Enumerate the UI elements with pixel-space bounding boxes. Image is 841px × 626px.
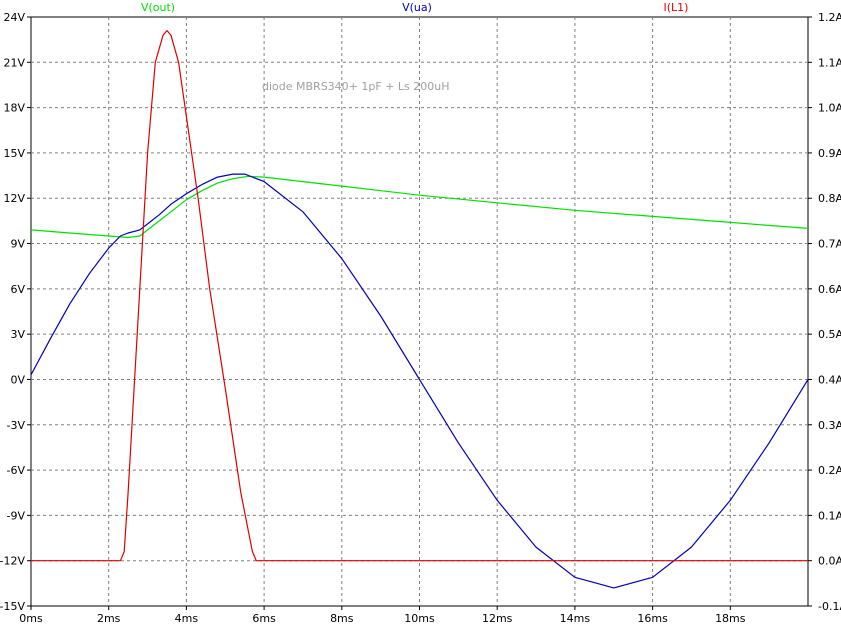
y-left-tick-label: -15V: [0, 600, 25, 613]
y-left-tick-label: 3V: [10, 328, 25, 341]
x-tick-label: 4ms: [175, 612, 199, 625]
legend: V(out) V(ua) I(L1): [141, 1, 689, 14]
x-tick-label: 18ms: [715, 612, 746, 625]
y-right-tick-label: 1.0A: [818, 102, 841, 115]
y-right-tick-label: 0.2A: [818, 464, 841, 477]
y-right-tick-label: 0.5A: [818, 328, 841, 341]
series-line-v-out: [30, 175, 809, 239]
y-left-tick-label: 15V: [3, 147, 25, 160]
y-right-tick-label: 0.6A: [818, 283, 841, 296]
y-left-tick-label: -9V: [7, 509, 26, 522]
series-layer: [30, 30, 809, 589]
y-right-tick-label: 0.3A: [818, 419, 841, 432]
y-right-tick-label: 0.7A: [818, 238, 841, 251]
series-line-i-l1: [31, 30, 808, 562]
legend-entry: I(L1): [664, 1, 689, 14]
y-left-tick-label: 0V: [10, 373, 25, 386]
x-tick-label: 0ms: [19, 612, 43, 625]
x-tick-label: 8ms: [330, 612, 354, 625]
y-right-tick-label: 0.4A: [818, 373, 841, 386]
y-left-tick-label: 24V: [3, 11, 25, 24]
y-left-tick-label: -6V: [7, 464, 26, 477]
x-tick-label: 16ms: [637, 612, 668, 625]
y-left-tick-label: 6V: [10, 283, 25, 296]
y-right-tick-label: 0.0A: [818, 555, 841, 568]
y-left-tick-label: 21V: [3, 56, 25, 69]
y-left-tick-label: -3V: [7, 419, 26, 432]
y-left-tick-label: 18V: [3, 102, 25, 115]
y-right-tick-label: -0.1A: [818, 600, 841, 613]
tick-layer: 0ms 2ms 4ms 6ms 8ms 10ms 12ms 14ms 16ms 18ms -15V -…: [0, 11, 841, 625]
y-right-tick-label: 0.9A: [818, 147, 841, 160]
x-tick-label: 12ms: [482, 612, 513, 625]
y-right-tick-label: 1.1A: [818, 56, 841, 69]
x-tick-label: 14ms: [560, 612, 591, 625]
legend-entry: V(ua): [402, 1, 432, 14]
y-left-tick-label: 12V: [3, 192, 25, 205]
plot-annotation: diode MBRS340+ 1pF + Ls 200uH: [262, 80, 450, 93]
y-right-tick-label: 0.1A: [818, 509, 841, 522]
x-tick-label: 10ms: [404, 612, 435, 625]
legend-entry: V(out): [141, 1, 175, 14]
y-left-tick-label: -12V: [0, 555, 25, 568]
y-right-tick-label: 0.8A: [818, 192, 841, 205]
series-line-v-ua: [30, 173, 809, 589]
x-tick-label: 6ms: [252, 612, 276, 625]
y-right-tick-label: 1.2A: [818, 11, 841, 24]
x-tick-label: 2ms: [97, 612, 121, 625]
y-left-tick-label: 9V: [10, 238, 25, 251]
grid: [31, 17, 808, 606]
